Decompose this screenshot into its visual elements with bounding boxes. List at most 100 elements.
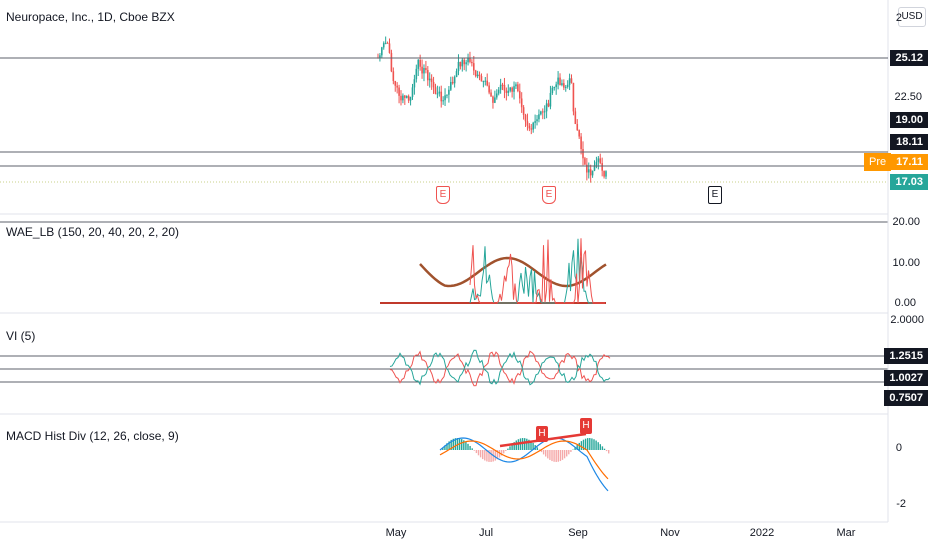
- macd-histogram-bar: [467, 443, 469, 450]
- macd-histogram-bar: [461, 439, 463, 450]
- candle-body: [538, 114, 540, 120]
- candle-body: [589, 169, 592, 176]
- y-tick-top: 2: [895, 12, 902, 24]
- macd-histogram-bar: [486, 450, 488, 462]
- candle-body: [453, 77, 456, 84]
- macd-tick-0: 0: [895, 442, 902, 454]
- earnings-marker[interactable]: E: [542, 186, 556, 204]
- candle-body: [547, 103, 550, 107]
- candle-body: [494, 97, 496, 103]
- macd-tick-minus-2: -2: [896, 498, 906, 510]
- x-label-may: May: [385, 527, 407, 539]
- candle-body: [382, 43, 385, 48]
- macd-histogram-bar: [507, 448, 509, 450]
- macd-histogram-bar: [482, 450, 484, 460]
- candle-body: [407, 95, 410, 101]
- macd-histogram-bar: [551, 450, 553, 462]
- wae-explosion-line: [419, 256, 607, 288]
- candle-body: [576, 124, 579, 131]
- earnings-marker[interactable]: E: [436, 186, 450, 204]
- candle-body: [440, 91, 443, 102]
- candle-body: [495, 93, 498, 98]
- macd-histogram-bar: [555, 450, 557, 462]
- earnings-marker-upcoming[interactable]: E: [708, 186, 722, 204]
- macd-indicator-plot: [439, 432, 610, 492]
- candle-body: [582, 149, 584, 159]
- macd-histogram-bar: [549, 450, 551, 460]
- candle-body: [499, 84, 502, 90]
- candle-body: [476, 74, 479, 77]
- premarket-badge: Pre: [864, 153, 892, 171]
- wae-label[interactable]: WAE_LB (150, 20, 40, 20, 2, 20): [6, 225, 179, 239]
- candle-body: [423, 68, 425, 74]
- macd-histogram-bar: [496, 450, 499, 460]
- macd-histogram-bar: [566, 450, 568, 457]
- vi-label[interactable]: VI (5): [6, 329, 36, 343]
- macd-histogram-bar: [503, 450, 505, 454]
- candle-body: [390, 52, 393, 72]
- candle-body: [541, 111, 544, 113]
- x-label-2022: 2022: [749, 527, 775, 539]
- candle-body: [555, 84, 557, 88]
- macd-histogram-bar: [601, 446, 604, 450]
- candle-body: [578, 130, 580, 137]
- macd-histogram-bar: [463, 440, 465, 450]
- candle-body: [425, 68, 427, 71]
- candle-body: [432, 81, 435, 88]
- candle-body: [580, 136, 582, 150]
- candle-body: [507, 90, 510, 93]
- candle-body: [586, 164, 588, 173]
- candle-body: [513, 86, 515, 92]
- currency-button[interactable]: USD: [898, 7, 926, 27]
- candle-body: [530, 128, 533, 130]
- candle-body: [511, 87, 513, 92]
- macd-label[interactable]: MACD Hist Div (12, 26, close, 9): [6, 429, 179, 443]
- candle-body: [428, 78, 431, 81]
- candle-body: [528, 125, 531, 129]
- candle-body: [400, 95, 402, 101]
- macd-histogram-bar: [494, 450, 496, 461]
- candle-body: [448, 89, 450, 95]
- vi-label-1-2515: 1.2515: [884, 348, 928, 364]
- macd-histogram-bar: [574, 447, 576, 450]
- candle-body: [392, 71, 395, 81]
- macd-histogram-bar: [454, 438, 457, 450]
- candle-body: [503, 85, 506, 91]
- candle-body: [551, 87, 554, 93]
- macd-histogram-bar: [599, 444, 601, 450]
- candle-body: [474, 70, 477, 77]
- macd-histogram-bar: [593, 439, 595, 450]
- macd-histogram-bar: [580, 441, 583, 450]
- macd-histogram-bar: [488, 450, 490, 462]
- macd-histogram-bar: [469, 445, 471, 450]
- macd-histogram-bar: [608, 450, 610, 454]
- candle-body: [563, 83, 565, 88]
- macd-histogram-bar: [511, 444, 513, 450]
- candle-body: [381, 47, 383, 56]
- macd-histogram-bar: [545, 450, 547, 457]
- candle-body: [522, 107, 525, 115]
- wae-up-trend-line: [469, 238, 605, 304]
- macd-histogram-bar: [568, 450, 570, 455]
- macd-histogram-bar: [448, 441, 450, 450]
- candle-body: [427, 70, 429, 81]
- candle-body: [384, 42, 387, 44]
- macd-histogram-bar: [471, 448, 473, 450]
- x-label-mar: Mar: [836, 527, 856, 539]
- candle-body: [505, 90, 508, 93]
- candle-body: [463, 59, 466, 65]
- candle-body: [404, 95, 406, 98]
- candle-body: [561, 83, 563, 86]
- candle-body: [509, 87, 512, 91]
- macd-line: [439, 437, 609, 492]
- candle-body: [409, 96, 412, 101]
- macd-histogram-bar: [442, 447, 444, 450]
- wae-tick-0: 0.00: [894, 297, 916, 309]
- candle-body: [444, 95, 446, 101]
- y-tick-22-50: 22.50: [894, 91, 922, 103]
- candle-body: [436, 93, 439, 95]
- candle-body: [379, 55, 381, 58]
- macd-histogram-bar: [603, 448, 606, 450]
- candle-body: [421, 66, 423, 74]
